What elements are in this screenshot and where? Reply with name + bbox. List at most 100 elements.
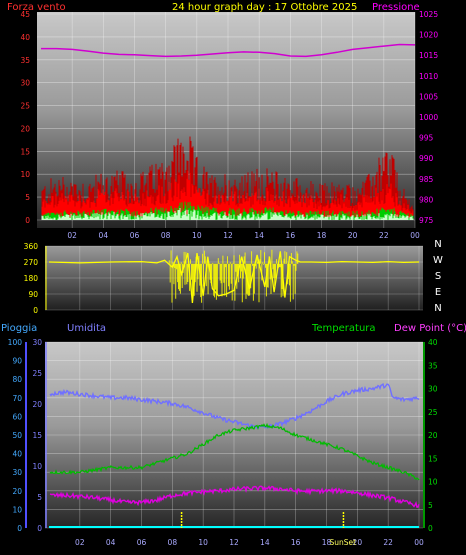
y-right-tick-label: 975 (419, 216, 434, 225)
temp-tick-label: 10 (428, 478, 438, 487)
temp-ticks: 0102030405060708090100051015202530051015… (8, 338, 438, 547)
x-tick-label: 10 (198, 538, 208, 547)
y-tick-label: 20 (20, 124, 30, 133)
dewpoint-line (49, 485, 420, 509)
humidity-tick-label: 25 (32, 369, 42, 378)
temp-tick-label: 25 (428, 408, 438, 417)
temp-tick-label: 5 (428, 501, 433, 510)
rain-tick-label: 70 (12, 394, 22, 403)
y-tick-label: 270 (24, 258, 39, 267)
x-tick-label: 18 (322, 538, 332, 547)
humidity-tick-label: 30 (32, 338, 42, 347)
y-tick-label: 40 (20, 33, 30, 42)
pressure-line (41, 43, 416, 58)
humidity-tick-label: 5 (37, 493, 42, 502)
y-right-tick-label: 1025 (419, 10, 438, 19)
dewpoint-label: Dew Point (°C) (394, 323, 466, 334)
x-tick-label: 12 (229, 538, 239, 547)
x-tick-label: 02 (67, 231, 77, 240)
x-tick-label: 16 (286, 231, 296, 240)
rain-tick-label: 10 (12, 505, 22, 514)
humidity-tick-label: 20 (32, 400, 42, 409)
y-tick-label: 45 (20, 10, 30, 19)
x-tick-label: 08 (161, 231, 171, 240)
y-tick-label: 360 (24, 242, 39, 251)
y-tick-label: 15 (20, 147, 30, 156)
humidity-tick-label: 0 (37, 524, 42, 533)
compass-label: W (433, 255, 443, 266)
y-tick-label: 0 (25, 216, 30, 225)
y-tick-label: 35 (20, 56, 30, 65)
x-tick-label: 04 (99, 231, 109, 240)
wind-ticks: 0510152025303540459759809859909951000100… (20, 10, 438, 240)
x-tick-label: 04 (106, 538, 116, 547)
temp-tick-label: 0 (428, 524, 433, 533)
rain-tick-label: 0 (17, 524, 22, 533)
rain-tick-label: 20 (12, 487, 22, 496)
pressure-label: Pressione (372, 2, 420, 13)
x-tick-label: 14 (260, 538, 270, 547)
rain-tick-label: 50 (12, 431, 22, 440)
humidity-tick-label: 10 (32, 462, 42, 471)
y-right-tick-label: 995 (419, 134, 434, 143)
rain-tick-label: 80 (12, 375, 22, 384)
x-tick-label: 22 (383, 538, 393, 547)
y-right-tick-label: 1010 (419, 72, 438, 81)
y-right-tick-label: 1005 (419, 92, 438, 101)
temp-tick-label: 30 (428, 385, 438, 394)
temp-tick-label: 15 (428, 454, 438, 463)
humidity-tick-label: 15 (32, 431, 42, 440)
rain-tick-label: 60 (12, 412, 22, 421)
humidity-line (49, 382, 420, 430)
y-tick-label: 90 (28, 290, 38, 299)
y-right-tick-label: 985 (419, 175, 434, 184)
y-right-tick-label: 980 (419, 195, 434, 204)
x-tick-label: 06 (130, 231, 140, 240)
rain-tick-label: 100 (8, 338, 23, 347)
y-tick-label: 30 (20, 79, 30, 88)
y-tick-label: 0 (33, 306, 38, 315)
x-tick-label: 20 (348, 231, 358, 240)
x-tick-label: 00 (410, 231, 420, 240)
wind-label: Forza vento (7, 2, 66, 13)
x-tick-label: 18 (317, 231, 327, 240)
y-right-tick-label: 1020 (419, 31, 438, 40)
sunset-label: SunSet (329, 538, 356, 547)
rain-tick-label: 30 (12, 468, 22, 477)
rain-tick-label: 90 (12, 357, 22, 366)
temp-tick-label: 35 (428, 361, 438, 370)
x-tick-label: 12 (223, 231, 233, 240)
y-right-tick-label: 990 (419, 154, 434, 163)
x-tick-label: 14 (254, 231, 264, 240)
graph-title: 24 hour graph day : 17 Ottobre 2025 (172, 2, 357, 13)
x-tick-label: 06 (137, 538, 147, 547)
x-tick-label: 20 (353, 538, 363, 547)
x-tick-label: 02 (75, 538, 85, 547)
y-tick-label: 10 (20, 170, 30, 179)
x-tick-label: 00 (414, 538, 424, 547)
compass-label: N (434, 239, 441, 250)
y-right-tick-label: 1015 (419, 51, 438, 60)
x-tick-label: 08 (168, 538, 178, 547)
y-tick-label: 25 (20, 102, 30, 111)
y-tick-label: 5 (25, 193, 30, 202)
wind-series (41, 43, 416, 220)
humidity-label: Umidita (67, 323, 106, 334)
wind-light-bars (41, 207, 414, 220)
y-right-tick-label: 1000 (419, 113, 438, 122)
direction-spikes (168, 249, 299, 303)
temperature-label: Temperatura (311, 323, 376, 334)
direction-series (48, 249, 420, 303)
temp-series (49, 382, 420, 528)
temp-tick-label: 40 (428, 338, 438, 347)
rain-tick-label: 40 (12, 450, 22, 459)
compass-label: S (435, 271, 441, 282)
x-tick-label: 16 (291, 538, 301, 547)
temperature-line (49, 422, 420, 481)
rain-label: Pioggia (1, 323, 37, 334)
compass-label: E (435, 287, 441, 298)
compass-label: N (434, 303, 441, 314)
y-tick-label: 180 (24, 274, 39, 283)
